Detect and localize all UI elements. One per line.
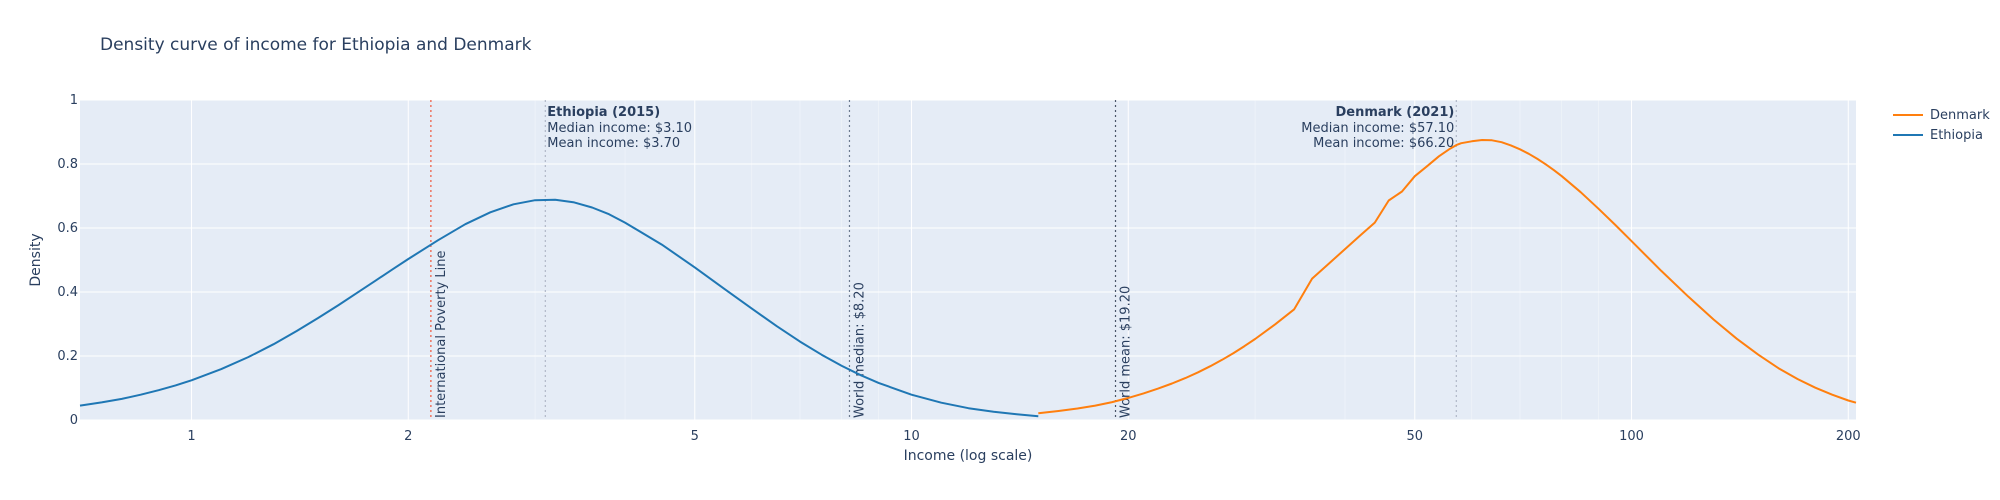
y-tick-label: 0	[70, 413, 78, 428]
legend-label-denmark[interactable]: Denmark	[1930, 108, 1990, 123]
reference-line-label: World median: $8.20	[852, 282, 867, 418]
y-tick-label: 0.6	[57, 221, 78, 236]
x-tick-label: 1	[187, 429, 195, 444]
y-tick-label: 1	[70, 93, 78, 108]
y-tick-label: 0.2	[57, 349, 78, 364]
y-tick-label: 0.8	[57, 157, 78, 172]
x-tick-label: 200	[1836, 429, 1861, 444]
annotations: Ethiopia (2015)Median income: $3.10Mean …	[547, 105, 1454, 151]
x-tick-label: 100	[1619, 429, 1644, 444]
annotation-line: Mean income: $3.70	[547, 136, 680, 151]
x-axis-title: Income (log scale)	[904, 448, 1033, 464]
series-lines	[79, 139, 1857, 418]
x-tick-label: 20	[1120, 429, 1137, 444]
reference-lines: International Poverty Line World median: …	[430, 100, 1457, 420]
x-tick-label: 10	[903, 429, 920, 444]
reference-line-label: World mean: $19.20	[1119, 286, 1134, 418]
x-tick-label: 2	[404, 429, 412, 444]
series-line-denmark	[1038, 139, 1857, 415]
y-axis-title: Density	[28, 233, 44, 286]
series-line-ethiopia	[79, 198, 1039, 418]
grid-lines	[80, 99, 1856, 421]
x-tick-label: 50	[1407, 429, 1424, 444]
x-tick-label: 5	[691, 429, 699, 444]
reference-line-label: International Poverty Line	[434, 251, 449, 418]
chart-title: Density curve of income for Ethiopia and…	[100, 35, 532, 55]
annotation-line: Median income: $3.10	[547, 121, 692, 136]
y-tick-label: 0.4	[57, 285, 78, 300]
annotation-title: Ethiopia (2015)	[547, 105, 660, 120]
legend-label-ethiopia[interactable]: Ethiopia	[1930, 128, 1983, 143]
plot-background	[80, 100, 1856, 420]
legend[interactable]: Denmark Ethiopia	[1893, 108, 1990, 143]
annotation-line: Mean income: $66.20	[1313, 136, 1454, 151]
axis-ticks: 1 2 5 10 20 50 100 200 0 0.2 0.4 0.6 0.8 1	[57, 93, 1860, 444]
annotation-line: Median income: $57.10	[1301, 121, 1454, 136]
annotation-title: Denmark (2021)	[1335, 105, 1454, 120]
